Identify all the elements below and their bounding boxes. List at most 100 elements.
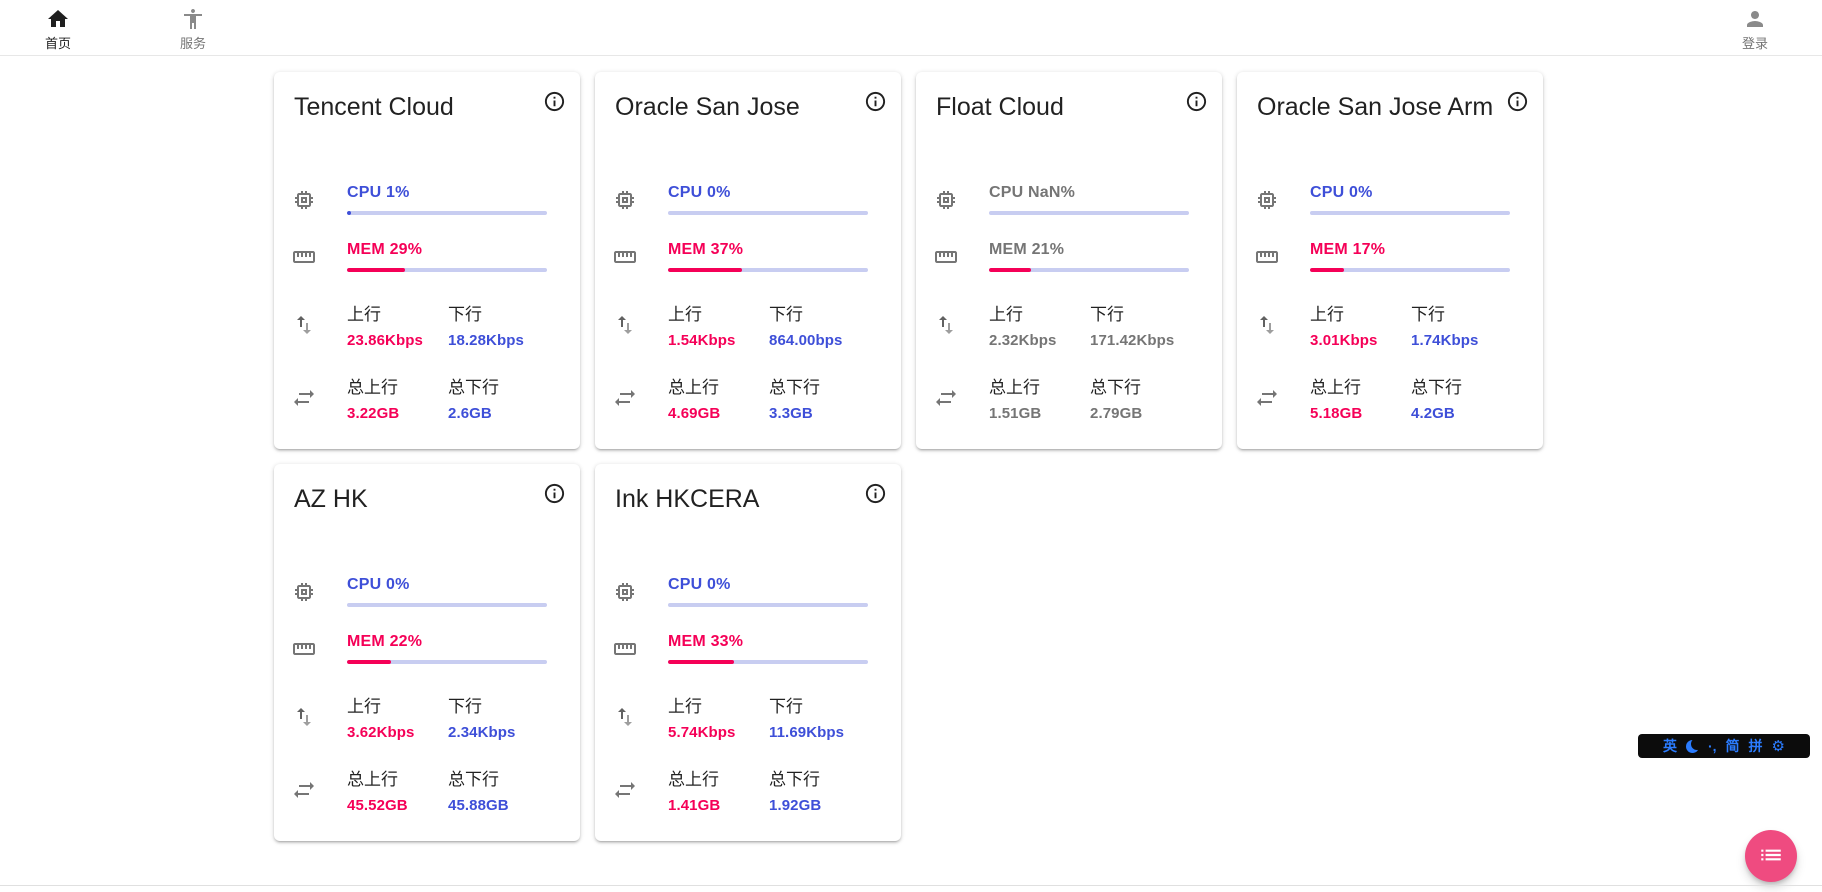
up-down-arrows-icon <box>292 313 316 337</box>
mem-row: MEM 37% <box>613 241 868 272</box>
total-download: 总下行 4.2GB <box>1411 373 1510 422</box>
info-button[interactable] <box>543 482 566 505</box>
mem-progress-bar <box>989 268 1189 272</box>
total-download: 总下行 2.6GB <box>448 373 547 422</box>
upload-value: 23.86Kbps <box>347 332 423 349</box>
info-icon <box>864 91 887 116</box>
total-columns: 总上行 3.22GB 总下行 2.6GB <box>347 373 547 422</box>
total-download-label: 总下行 <box>448 378 499 397</box>
cpu-metric: CPU 0% <box>1310 184 1510 215</box>
ime-simplified-toggle[interactable]: 简 <box>1725 738 1740 754</box>
mem-progress-bar <box>1310 268 1510 272</box>
speed-row: 上行 3.62Kbps 下行 2.34Kbps <box>292 692 547 741</box>
upload-value: 1.54Kbps <box>668 332 736 349</box>
cpu-progress-bar <box>347 211 547 215</box>
up-down-arrows-icon <box>292 705 316 729</box>
speed-columns: 上行 3.62Kbps 下行 2.34Kbps <box>347 692 547 741</box>
cpu-chip-icon <box>292 580 316 604</box>
memory-ruler-icon <box>613 637 637 661</box>
server-grid: Tencent Cloud CPU 1% <box>274 72 1822 841</box>
swap-arrows-icon <box>613 778 637 802</box>
total-row: 总上行 3.22GB 总下行 2.6GB <box>292 373 547 422</box>
server-name: Tencent Cloud <box>294 93 454 121</box>
cpu-chip-icon <box>934 188 958 212</box>
info-button[interactable] <box>864 90 887 113</box>
total-upload-label: 总上行 <box>668 770 719 789</box>
ime-settings-gear-icon[interactable]: ⚙ <box>1771 737 1785 755</box>
cpu-row: CPU 0% <box>292 576 547 607</box>
total-columns: 总上行 1.51GB 总下行 2.79GB <box>989 373 1189 422</box>
upload-label: 上行 <box>668 697 702 716</box>
total-download-value: 1.92GB <box>769 797 822 814</box>
info-button[interactable] <box>864 482 887 505</box>
total-row: 总上行 4.69GB 总下行 3.3GB <box>613 373 868 422</box>
cpu-row: CPU 1% <box>292 184 547 215</box>
server-name: Oracle San Jose <box>615 93 800 121</box>
total-download-value: 2.6GB <box>448 405 492 422</box>
info-button[interactable] <box>1506 90 1529 113</box>
cpu-progress-fill <box>347 211 351 215</box>
nav-item-services[interactable]: 服务 <box>143 3 243 52</box>
total-upload-label: 总上行 <box>347 378 398 397</box>
server-card: AZ HK CPU 0% <box>274 464 580 841</box>
download-label: 下行 <box>769 697 803 716</box>
info-button[interactable] <box>1185 90 1208 113</box>
nav-item-label: 服务 <box>179 36 206 51</box>
info-icon <box>1185 91 1208 116</box>
top-navbar: 首页 服务 登录 <box>0 0 1822 56</box>
cpu-chip-icon <box>1255 188 1279 212</box>
mem-metric: MEM 21% <box>989 241 1189 272</box>
memory-ruler-icon <box>934 245 958 269</box>
up-down-arrows-icon <box>934 313 958 337</box>
total-upload-value: 4.69GB <box>668 405 721 422</box>
nav-item-login[interactable]: 登录 <box>1705 3 1805 52</box>
total-columns: 总上行 4.69GB 总下行 3.3GB <box>668 373 868 422</box>
cpu-progress-bar <box>1310 211 1510 215</box>
total-upload-value: 3.22GB <box>347 405 400 422</box>
mem-progress-fill <box>347 268 405 272</box>
up-down-arrows-icon <box>613 313 637 337</box>
total-download-label: 总下行 <box>769 378 820 397</box>
total-download: 总下行 2.79GB <box>1090 373 1189 422</box>
mem-metric: MEM 22% <box>347 633 547 664</box>
ime-punctuation-toggle[interactable]: ·, <box>1707 738 1717 754</box>
mem-usage-text: MEM 21% <box>989 241 1065 258</box>
total-download-value: 3.3GB <box>769 405 813 422</box>
cpu-metric: CPU 0% <box>668 184 868 215</box>
upload-speed: 上行 3.01Kbps <box>1310 300 1411 349</box>
download-value: 1.74Kbps <box>1411 332 1479 349</box>
server-card-body: CPU 0% MEM 22% <box>274 576 580 814</box>
cpu-row: CPU 0% <box>1255 184 1510 215</box>
mem-progress-fill <box>989 268 1031 272</box>
cpu-progress-bar <box>668 603 868 607</box>
total-row: 总上行 5.18GB 总下行 4.2GB <box>1255 373 1510 422</box>
info-button[interactable] <box>543 90 566 113</box>
speed-row: 上行 2.32Kbps 下行 171.42Kbps <box>934 300 1189 349</box>
ime-toolbar: 英 ·, 简 拼 ⚙ <box>1638 734 1810 758</box>
up-down-arrows-icon <box>613 705 637 729</box>
download-speed: 下行 2.34Kbps <box>448 692 547 741</box>
speed-columns: 上行 3.01Kbps 下行 1.74Kbps <box>1310 300 1510 349</box>
cpu-metric: CPU 0% <box>668 576 868 607</box>
server-name: Oracle San Jose Arm <box>1257 93 1494 121</box>
total-upload-label: 总上行 <box>347 770 398 789</box>
upload-speed: 上行 1.54Kbps <box>668 300 769 349</box>
total-columns: 总上行 5.18GB 总下行 4.2GB <box>1310 373 1510 422</box>
ime-fullwidth-moon-icon[interactable] <box>1685 737 1703 753</box>
upload-label: 上行 <box>668 305 702 324</box>
download-label: 下行 <box>1411 305 1445 324</box>
info-icon <box>543 91 566 116</box>
cpu-metric: CPU 0% <box>347 576 547 607</box>
server-card-body: CPU NaN% MEM 21% <box>916 184 1222 422</box>
ime-language-toggle[interactable]: 英 <box>1662 738 1677 754</box>
ime-pinyin-indicator[interactable]: 拼 <box>1748 738 1763 754</box>
server-card-body: CPU 0% MEM 33% <box>595 576 901 814</box>
upload-label: 上行 <box>989 305 1023 324</box>
mem-metric: MEM 17% <box>1310 241 1510 272</box>
info-icon <box>1506 91 1529 116</box>
total-upload: 总上行 45.52GB <box>347 765 448 814</box>
upload-label: 上行 <box>1310 305 1344 324</box>
server-card-header: Oracle San Jose <box>595 72 901 122</box>
nav-item-home[interactable]: 首页 <box>8 3 108 52</box>
server-list-fab[interactable] <box>1745 830 1797 882</box>
